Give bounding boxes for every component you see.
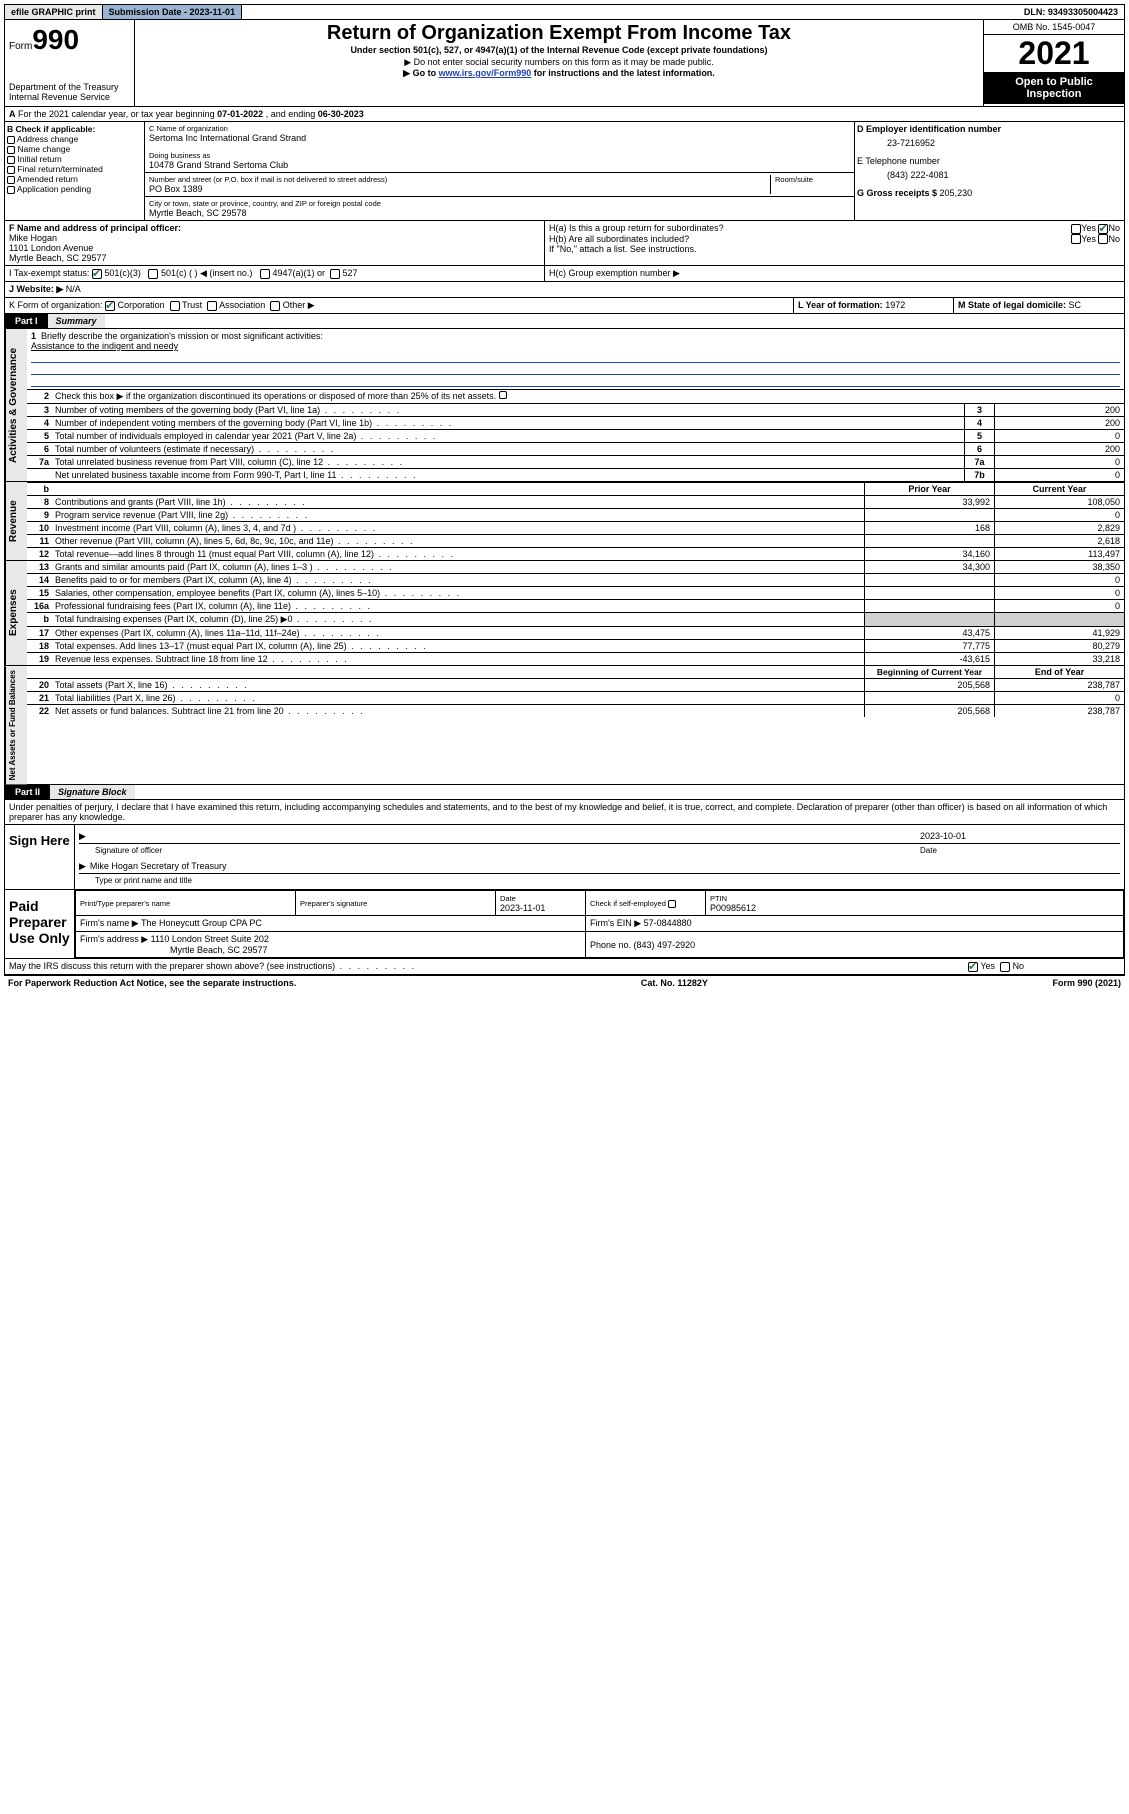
- data-row: 17 Other expenses (Part IX, column (A), …: [27, 627, 1124, 640]
- section-bcd: B Check if applicable: Address change Na…: [4, 122, 1125, 221]
- revenue-block: Revenue b Prior Year Current Year 8 Cont…: [4, 482, 1125, 561]
- gov-row: 7a Total unrelated business revenue from…: [27, 456, 1124, 469]
- col-d: D Employer identification number 23-7216…: [854, 122, 1124, 220]
- paid-preparer-block: Paid Preparer Use Only Print/Type prepar…: [4, 890, 1125, 959]
- data-row: 22 Net assets or fund balances. Subtract…: [27, 705, 1124, 717]
- submission-date: Submission Date - 2023-11-01: [103, 5, 243, 19]
- note-link: ▶ Go to www.irs.gov/Form990 for instruct…: [137, 68, 981, 79]
- efile-button[interactable]: efile GRAPHIC print: [5, 5, 103, 19]
- data-row: 8 Contributions and grants (Part VIII, l…: [27, 496, 1124, 509]
- gross-receipts: 205,230: [940, 188, 973, 198]
- dept-treasury: Department of the Treasury: [9, 82, 130, 92]
- firm-phone: (843) 497-2920: [634, 940, 696, 950]
- sidebar-netassets: Net Assets or Fund Balances: [5, 666, 27, 784]
- form-title: Return of Organization Exempt From Incom…: [137, 22, 981, 45]
- sidebar-governance: Activities & Governance: [5, 329, 27, 481]
- section-klm: K Form of organization: Corporation Trus…: [4, 298, 1125, 314]
- open-inspection: Open to Public Inspection: [984, 72, 1124, 104]
- omb-number: OMB No. 1545-0047: [984, 20, 1124, 35]
- irs-label: Internal Revenue Service: [9, 92, 130, 102]
- data-row: 11 Other revenue (Part VIII, column (A),…: [27, 535, 1124, 548]
- sig-date: 2023-10-01: [920, 831, 1120, 842]
- data-row: 20 Total assets (Part X, line 16) 205,56…: [27, 679, 1124, 692]
- data-row: 12 Total revenue—add lines 8 through 11 …: [27, 548, 1124, 560]
- sign-here-block: Sign Here 2023-10-01 Signature of office…: [4, 825, 1125, 890]
- data-row: 9 Program service revenue (Part VIII, li…: [27, 509, 1124, 522]
- street: PO Box 1389: [149, 184, 770, 194]
- data-row: 18 Total expenses. Add lines 13–17 (must…: [27, 640, 1124, 653]
- period-line: A For the 2021 calendar year, or tax yea…: [4, 107, 1125, 122]
- form-number: Form990: [9, 24, 130, 56]
- gov-row: 6 Total number of volunteers (estimate i…: [27, 443, 1124, 456]
- data-row: 10 Investment income (Part VIII, column …: [27, 522, 1124, 535]
- gov-row: Net unrelated business taxable income fr…: [27, 469, 1124, 481]
- telephone: (843) 222-4081: [857, 166, 1122, 188]
- dba: 10478 Grand Strand Sertoma Club: [149, 160, 850, 170]
- netassets-block: Net Assets or Fund Balances Beginning of…: [4, 666, 1125, 785]
- data-row: b Total fundraising expenses (Part IX, c…: [27, 613, 1124, 627]
- dln: DLN: 93493305004423: [1018, 5, 1124, 19]
- top-bar: efile GRAPHIC print Submission Date - 20…: [4, 4, 1125, 20]
- city: Myrtle Beach, SC 29578: [149, 208, 850, 218]
- irs-link[interactable]: www.irs.gov/Form990: [439, 68, 532, 78]
- firm-ein: 57-0844880: [644, 918, 692, 928]
- part1-header: Part I Summary: [4, 314, 1125, 329]
- subtitle: Under section 501(c), 527, or 4947(a)(1)…: [137, 45, 981, 55]
- section-i: I Tax-exempt status: 501(c)(3) 501(c) ( …: [4, 266, 1125, 282]
- org-name: Sertoma Inc International Grand Strand: [149, 133, 850, 143]
- data-row: 21 Total liabilities (Part X, line 26) 0: [27, 692, 1124, 705]
- officer-name: Mike Hogan: [9, 233, 540, 243]
- state-domicile: SC: [1069, 300, 1082, 310]
- form-header: Form990 Department of the Treasury Inter…: [4, 20, 1125, 107]
- mission: Assistance to the indigent and needy: [31, 341, 1120, 351]
- data-row: 13 Grants and similar amounts paid (Part…: [27, 561, 1124, 574]
- year-formation: 1972: [885, 300, 905, 310]
- section-j: J Website: ▶ N/A: [4, 282, 1125, 298]
- page-footer: For Paperwork Reduction Act Notice, see …: [4, 975, 1125, 990]
- officer-printed: Mike Hogan Secretary of Treasury: [90, 861, 227, 872]
- note-ssn: ▶ Do not enter social security numbers o…: [137, 57, 981, 68]
- sidebar-expenses: Expenses: [5, 561, 27, 665]
- col-b: B Check if applicable: Address change Na…: [5, 122, 145, 220]
- ha-no-check[interactable]: [1098, 224, 1108, 234]
- ein: 23-7216952: [857, 134, 1122, 156]
- website: N/A: [66, 284, 81, 294]
- discuss-line: May the IRS discuss this return with the…: [4, 959, 1125, 975]
- data-row: 14 Benefits paid to or for members (Part…: [27, 574, 1124, 587]
- section-fh: F Name and address of principal officer:…: [4, 221, 1125, 266]
- tax-year: 2021: [984, 35, 1124, 72]
- expenses-block: Expenses 13 Grants and similar amounts p…: [4, 561, 1125, 666]
- sidebar-revenue: Revenue: [5, 482, 27, 560]
- 501c3-check[interactable]: [92, 269, 102, 279]
- corp-check[interactable]: [105, 301, 115, 311]
- gov-row: 5 Total number of individuals employed i…: [27, 430, 1124, 443]
- gov-row: 4 Number of independent voting members o…: [27, 417, 1124, 430]
- perjury-declaration: Under penalties of perjury, I declare th…: [4, 800, 1125, 825]
- governance-block: Activities & Governance 1 Briefly descri…: [4, 329, 1125, 482]
- data-row: 15 Salaries, other compensation, employe…: [27, 587, 1124, 600]
- ptin: P00985612: [710, 903, 756, 913]
- gov-row: 3 Number of voting members of the govern…: [27, 404, 1124, 417]
- data-row: 16a Professional fundraising fees (Part …: [27, 600, 1124, 613]
- firm-name: The Honeycutt Group CPA PC: [141, 918, 262, 928]
- part2-header: Part II Signature Block: [4, 785, 1125, 800]
- discuss-yes[interactable]: [968, 962, 978, 972]
- col-c: C Name of organization Sertoma Inc Inter…: [145, 122, 854, 220]
- data-row: 19 Revenue less expenses. Subtract line …: [27, 653, 1124, 665]
